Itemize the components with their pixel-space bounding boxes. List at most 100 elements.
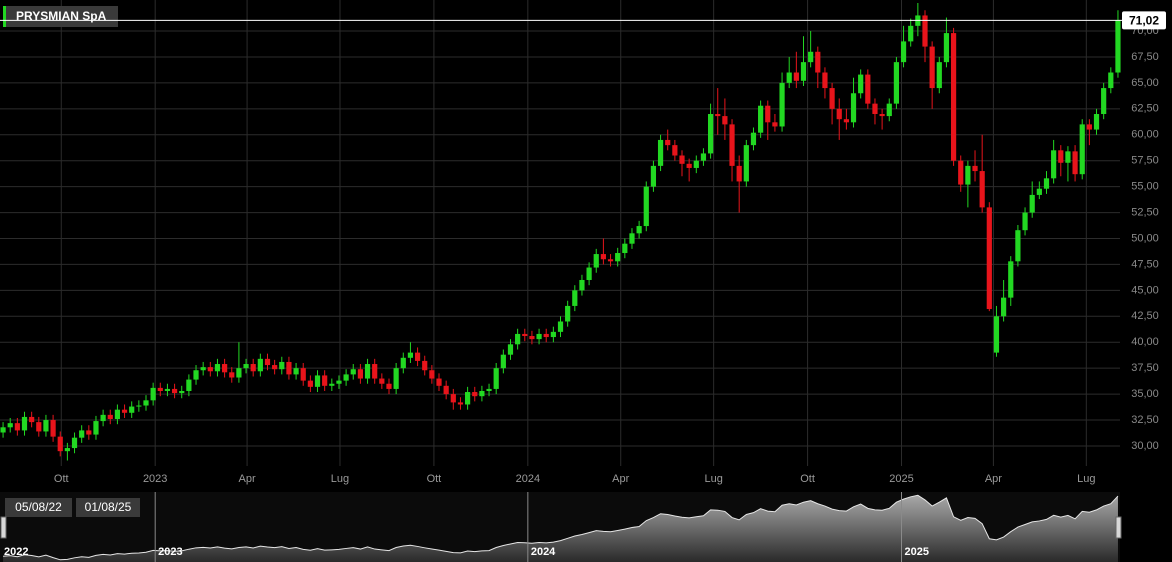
candle-body	[379, 378, 385, 384]
navigator-handle	[0, 516, 7, 539]
candle-body	[21, 416, 28, 431]
candle-body	[1065, 151, 1071, 163]
candle-body	[893, 62, 900, 104]
candle-body	[257, 358, 263, 372]
candle-body	[1015, 230, 1021, 262]
candle-body	[836, 108, 842, 120]
candle-body	[14, 423, 20, 431]
candle-body	[57, 436, 63, 452]
grid: 30,00 32,50 35,00 37,50 40,00 42,50 45,00 47,50…	[0, 0, 1159, 485]
candle-body	[700, 153, 707, 161]
candle-body	[243, 364, 249, 369]
candle-body	[808, 51, 814, 63]
candle-body	[765, 105, 771, 123]
candle-body	[715, 114, 721, 117]
candle-body	[993, 316, 1000, 353]
candle-body	[272, 365, 278, 370]
candle-body	[736, 165, 742, 182]
candle-body	[222, 364, 228, 373]
x-tick-label: Lug	[704, 473, 722, 485]
candle-body	[672, 145, 678, 156]
candle-body	[264, 358, 271, 366]
y-tick-label: 30,00	[1131, 440, 1159, 452]
candle-body	[622, 243, 628, 254]
candle-body	[707, 114, 714, 154]
candle-body	[443, 385, 449, 395]
range-label: 01/08/25	[85, 500, 132, 514]
candle-body	[858, 74, 864, 94]
candle-body	[772, 122, 778, 127]
x-tick-label: Ott	[800, 473, 815, 485]
candle-body	[86, 430, 92, 435]
candle-body	[793, 72, 799, 81]
candle-body	[722, 116, 728, 125]
candle-body	[1093, 114, 1100, 130]
candle-body	[364, 364, 371, 379]
candle-body	[1029, 194, 1035, 213]
candle-body	[472, 392, 478, 397]
chart-title: PRYSMIAN SpA	[16, 9, 107, 23]
candle-body	[643, 186, 649, 227]
candle-body	[786, 72, 792, 83]
candle-body	[829, 88, 835, 109]
title-box	[3, 6, 118, 27]
candle-body	[779, 82, 785, 127]
x-tick-label: Ott	[54, 473, 69, 485]
candle-body	[36, 422, 42, 432]
x-tick-label: Lug	[331, 473, 349, 485]
candle-body	[250, 364, 256, 372]
candle-body	[1001, 297, 1007, 317]
candle-body	[865, 74, 871, 104]
candle-body	[129, 406, 135, 413]
candle-body	[743, 145, 749, 182]
candle-body	[114, 409, 121, 420]
range-label: 05/08/22	[15, 500, 62, 514]
candle-body	[750, 132, 757, 146]
candle-body	[629, 233, 635, 244]
candle-body	[300, 368, 306, 381]
candle-body	[543, 333, 549, 338]
y-tick-label: 32,50	[1131, 414, 1159, 426]
candle-body	[107, 414, 113, 420]
candle-body	[986, 207, 992, 310]
candle-body	[1008, 261, 1014, 298]
candle-body	[436, 378, 442, 386]
candle-body	[507, 344, 514, 355]
candle-body	[729, 124, 735, 166]
candle-body	[372, 364, 378, 379]
y-tick-label: 35,00	[1131, 388, 1159, 400]
candle-body	[522, 333, 528, 337]
y-tick-label: 55,00	[1131, 181, 1159, 193]
candle-body	[900, 41, 907, 63]
candle-body	[529, 336, 535, 340]
candle-body	[150, 387, 156, 401]
candle-body	[572, 290, 578, 306]
candle-body	[207, 367, 213, 372]
candle-body	[429, 370, 435, 379]
candle-body	[1058, 150, 1064, 163]
y-tick-label: 50,00	[1131, 232, 1159, 244]
candle-body	[815, 51, 821, 73]
candle-body	[886, 103, 892, 117]
overlay: PRYSMIAN SpA 71,02	[0, 6, 1166, 30]
candle-body	[972, 165, 978, 172]
candle-body	[822, 72, 828, 89]
candle-body	[636, 226, 642, 234]
range-label-box	[76, 498, 140, 517]
candle-body	[593, 254, 599, 268]
candles	[0, 3, 1121, 461]
candle-body	[872, 103, 878, 115]
candle-body	[357, 369, 364, 379]
candle-body	[550, 331, 556, 338]
y-tick-label: 52,50	[1131, 206, 1159, 218]
candle-body	[329, 383, 335, 386]
x-tick-label: Apr	[612, 473, 629, 485]
candle-body	[343, 374, 349, 381]
candle-body	[586, 267, 592, 280]
candle-body	[43, 420, 49, 432]
candle-body	[600, 254, 606, 260]
y-tick-label: 60,00	[1131, 129, 1159, 141]
candle-body	[536, 333, 542, 340]
